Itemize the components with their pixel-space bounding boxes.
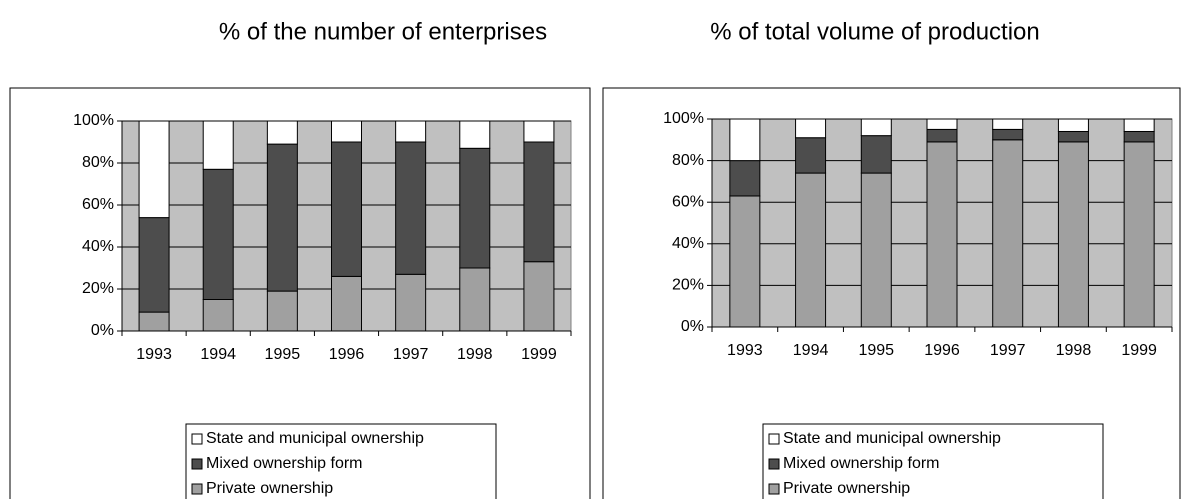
x-tick-label: 1997 <box>990 342 1026 359</box>
chart-title: % of the number of enterprises <box>219 18 547 45</box>
bar-segment <box>331 141 362 277</box>
bar-segment <box>1123 141 1155 328</box>
legend-label: Private ownership <box>783 480 910 497</box>
bar-segment <box>926 118 958 130</box>
bar-segment <box>395 120 427 143</box>
bar-segment <box>860 118 892 137</box>
bar-segment <box>202 120 234 170</box>
bar-segment <box>1057 118 1089 132</box>
legend-swatch <box>191 433 203 445</box>
bar-segment <box>1123 118 1155 132</box>
x-tick-label: 1998 <box>457 346 493 363</box>
y-tick-label: 80% <box>82 154 114 171</box>
x-tick-label: 1994 <box>793 342 829 359</box>
bar-segment <box>860 135 892 174</box>
legend-box <box>762 423 1104 504</box>
bar-segment <box>926 141 958 328</box>
x-tick-label: 1995 <box>265 346 301 363</box>
legend-swatch <box>768 433 780 445</box>
x-tick-label: 1993 <box>136 346 172 363</box>
x-tick-label: 1999 <box>1121 342 1157 359</box>
bar-segment <box>202 299 234 332</box>
x-tick-label: 1994 <box>200 346 236 363</box>
y-tick-label: 0% <box>91 322 114 339</box>
legend-label: Mixed ownership form <box>206 455 363 472</box>
bar-segment <box>331 275 362 332</box>
bar-segment <box>1057 130 1089 143</box>
y-tick-label: 40% <box>672 235 704 252</box>
bar-segment <box>266 290 298 332</box>
y-tick-label: 80% <box>672 152 704 169</box>
bar-segment <box>395 141 427 275</box>
bar-segment <box>523 141 555 263</box>
bar-segment <box>395 273 427 332</box>
y-tick-label: 100% <box>73 112 114 129</box>
x-tick-label: 1995 <box>858 342 894 359</box>
bar-segment <box>729 118 761 162</box>
y-tick-label: 20% <box>672 277 704 294</box>
legend-swatch <box>768 458 780 470</box>
legend-swatch <box>768 483 780 495</box>
legend-label: State and municipal ownership <box>783 430 1001 447</box>
bar-segment <box>202 168 234 300</box>
y-tick-label: 0% <box>681 318 704 335</box>
legend-label: State and municipal ownership <box>206 430 424 447</box>
bar-segment <box>1057 141 1089 328</box>
x-tick-label: 1998 <box>1056 342 1092 359</box>
bar-segment <box>729 160 761 197</box>
bar-segment <box>729 195 761 328</box>
legend-swatch <box>191 483 203 495</box>
x-tick-label: 1996 <box>329 346 365 363</box>
y-tick-label: 20% <box>82 280 114 297</box>
bar-segment <box>459 267 491 332</box>
bar-segment <box>523 120 555 143</box>
bar-segment <box>331 120 362 143</box>
bar-segment <box>795 137 827 174</box>
bar-segment <box>266 143 298 292</box>
bar-segment <box>1123 130 1155 143</box>
legend-swatch <box>191 458 203 470</box>
x-tick-label: 1993 <box>727 342 763 359</box>
bar-segment <box>138 311 170 332</box>
bar-segment <box>992 118 1024 130</box>
x-tick-label: 1999 <box>521 346 557 363</box>
x-tick-label: 1996 <box>924 342 960 359</box>
y-tick-label: 60% <box>672 193 704 210</box>
bar-segment <box>992 139 1024 328</box>
bar-segment <box>138 120 170 219</box>
bar-segment <box>138 217 170 313</box>
bar-segment <box>926 128 958 143</box>
bar-segment <box>266 120 298 145</box>
legend-box <box>185 423 497 504</box>
bar-segment <box>459 147 491 269</box>
bar-segment <box>860 172 892 328</box>
legend-label: Private ownership <box>206 480 333 497</box>
x-tick-label: 1997 <box>393 346 429 363</box>
legend-label: Mixed ownership form <box>783 455 940 472</box>
y-tick-label: 60% <box>82 196 114 213</box>
bar-segment <box>459 120 491 149</box>
bar-segment <box>795 172 827 328</box>
bar-segment <box>523 261 555 332</box>
y-tick-label: 40% <box>82 238 114 255</box>
y-tick-label: 100% <box>663 110 704 127</box>
chart-title: % of total volume of production <box>710 18 1040 45</box>
bar-segment <box>795 118 827 139</box>
bar-segment <box>992 128 1024 141</box>
